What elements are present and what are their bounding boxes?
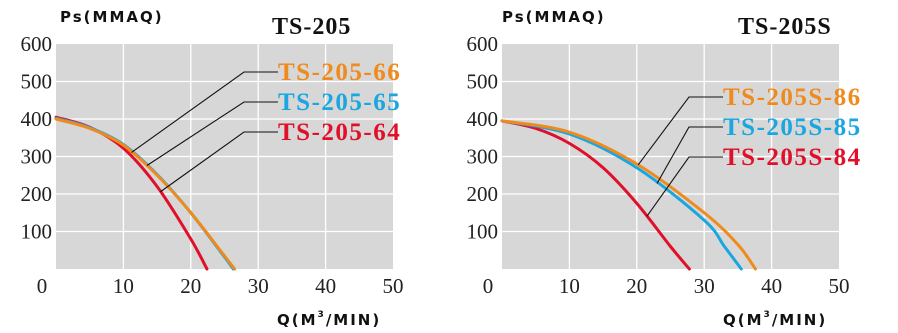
legend-label-ts-205-64: TS-205-64: [278, 119, 401, 146]
callout-leader: [646, 156, 723, 217]
x-tick-label: 10: [559, 274, 580, 298]
x-tick-label: 50: [383, 274, 404, 298]
grid-right: [502, 44, 839, 269]
legend-label-ts-205s-86: TS-205S-86: [723, 84, 862, 111]
series-line-ts-205s-86: [500, 119, 757, 271]
x-axis-title-right: Q(M3/MIN): [723, 310, 827, 329]
y-tick-label: 600: [467, 32, 499, 56]
y-tick-label: 100: [21, 220, 53, 244]
callouts-right: TS-205S-86 TS-205S-85 TS-205S-84: [637, 84, 862, 217]
tick-labels-left: 0 10 20 30 40 50 100 200 300 400 500 600: [21, 32, 404, 298]
y-tick-label: 500: [21, 70, 53, 94]
grid-left: [56, 44, 393, 269]
legend-label-ts-205-66: TS-205-66: [278, 59, 401, 86]
legend-label-ts-205s-85: TS-205S-85: [723, 114, 862, 141]
callout-leader: [637, 96, 723, 166]
y-tick-label: 300: [21, 145, 53, 169]
x-tick-label: 30: [694, 274, 715, 298]
x-tick-label: 40: [315, 274, 336, 298]
legend-label-ts-205-65: TS-205-65: [278, 89, 401, 116]
chart-title-left: TS-205: [272, 14, 351, 40]
x-axis-title-left: Q(M3/MIN): [277, 310, 381, 329]
tick-labels-right: 0 10 20 30 40 50 100 200 300 400 500 600: [467, 32, 850, 298]
y-tick-label: 400: [21, 107, 53, 131]
y-axis-title-left: Ps(MMAQ): [60, 8, 164, 26]
y-tick-label: 100: [467, 220, 499, 244]
y-tick-label: 200: [467, 182, 499, 206]
y-tick-label: 600: [21, 32, 53, 56]
callout-leader: [160, 131, 278, 193]
chart-title-right: TS-205S: [738, 14, 832, 40]
legend-label-ts-205s-84: TS-205S-84: [723, 144, 862, 171]
chart-ts-205s: TS-205S-86 TS-205S-85 TS-205S-84 0 10 20 30 40…: [467, 8, 862, 329]
x-tick-label: 40: [761, 274, 782, 298]
y-tick-label: 500: [467, 70, 499, 94]
y-tick-label: 200: [21, 182, 53, 206]
y-tick-label: 300: [467, 145, 499, 169]
x-tick-label: 20: [180, 274, 201, 298]
x-tick-label: 20: [626, 274, 647, 298]
y-axis-title-right: Ps(MMAQ): [502, 8, 606, 26]
callouts-left: TS-205-66 TS-205-65 TS-205-64: [131, 59, 401, 193]
x-tick-label: 0: [37, 274, 48, 298]
callout-leader: [146, 101, 278, 166]
x-tick-label: 50: [829, 274, 850, 298]
x-tick-label: 30: [248, 274, 269, 298]
series-lines-left: [54, 115, 237, 271]
series-line-ts-205s-84: [500, 119, 691, 271]
chart-ts-205: TS-205-66 TS-205-65 TS-205-64 0 10 20 30 40 50 1…: [21, 8, 404, 329]
x-tick-label: 10: [113, 274, 134, 298]
y-tick-label: 400: [467, 107, 499, 131]
x-tick-label: 0: [483, 274, 494, 298]
callout-leader: [656, 126, 723, 184]
callout-leader: [131, 71, 278, 153]
series-line-ts-205-66: [54, 117, 237, 271]
